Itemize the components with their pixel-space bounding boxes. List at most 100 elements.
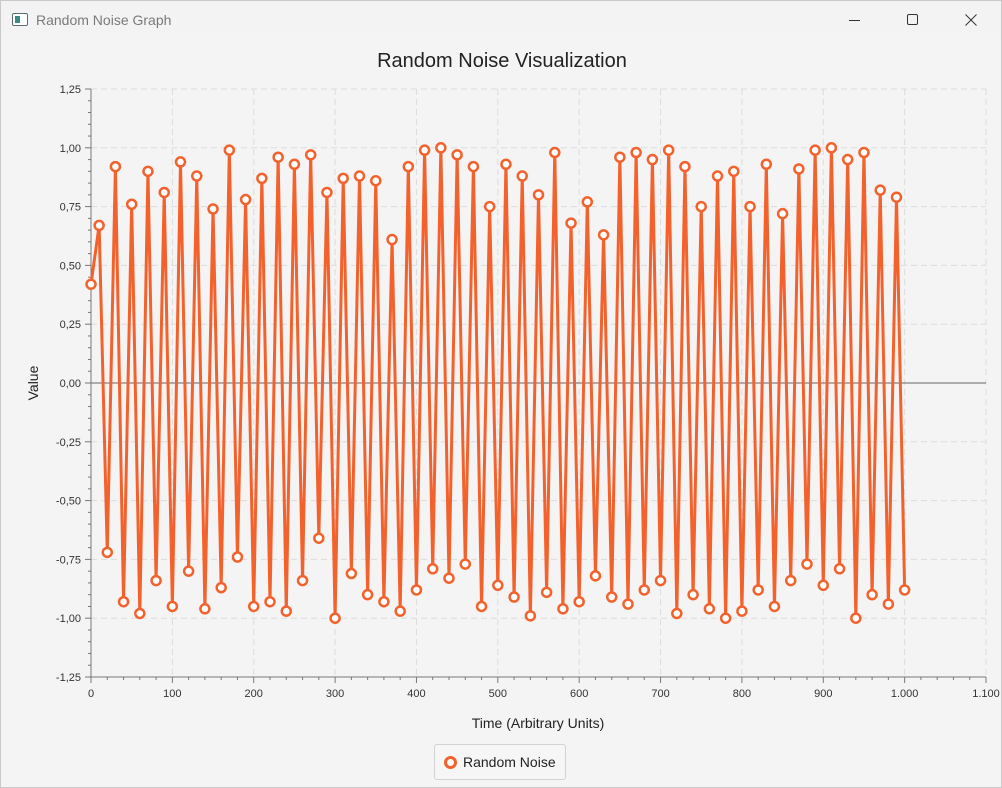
x-axis-label: Time (Arbitrary Units) [472, 715, 605, 731]
data-point [638, 584, 651, 596]
legend-label: Random Noise [463, 754, 556, 770]
y-tick-label: -1,00 [56, 613, 81, 625]
x-tick-label: 600 [570, 688, 588, 700]
data-point [662, 144, 675, 156]
data-point [199, 603, 211, 615]
y-tick-label: 0,75 [60, 202, 81, 214]
data-point [703, 603, 716, 615]
data-point [605, 591, 618, 603]
data-point [264, 595, 276, 608]
data-point [134, 607, 146, 620]
data-point [793, 163, 805, 175]
y-axis-label: Value [25, 365, 41, 400]
data-point [117, 595, 130, 608]
data-point [516, 170, 528, 182]
data-point [101, 546, 114, 559]
y-tick-label: -0,25 [56, 437, 81, 449]
data-point [443, 572, 455, 584]
data-point [858, 146, 870, 159]
y-tick-label: -0,75 [56, 554, 81, 566]
data-point [223, 144, 236, 156]
x-tick-label: 300 [326, 688, 344, 700]
title-bar[interactable]: Random Noise Graph [1, 1, 1001, 39]
data-point [329, 612, 341, 624]
data-point [841, 153, 854, 166]
data-point [304, 149, 317, 161]
data-point [353, 170, 366, 182]
legend-marker-icon [444, 756, 457, 769]
data-point [630, 146, 642, 159]
data-point [744, 200, 756, 213]
data-point [687, 588, 699, 601]
data-point [378, 595, 390, 608]
data-point [125, 198, 138, 210]
data-point [296, 574, 309, 587]
app-icon [12, 13, 28, 26]
y-tick-label: 1,00 [60, 143, 81, 155]
data-point [524, 610, 537, 622]
data-point [817, 579, 830, 592]
y-tick-label: 1,25 [60, 84, 81, 96]
data-point [825, 142, 838, 154]
x-tick-label: 100 [163, 688, 181, 700]
data-point [280, 605, 293, 617]
data-point [500, 158, 512, 171]
maximize-icon [907, 14, 918, 25]
close-icon [965, 14, 977, 26]
data-point [654, 574, 667, 587]
data-point [150, 574, 162, 587]
data-point [313, 532, 325, 544]
data-point [508, 591, 520, 603]
data-point [272, 151, 284, 163]
y-tick-label: 0,25 [60, 319, 81, 331]
data-point [215, 581, 227, 594]
data-point [882, 598, 895, 610]
data-point [337, 172, 349, 185]
data-point [784, 574, 797, 587]
data-point [142, 165, 154, 178]
data-point [231, 551, 244, 563]
minimize-icon [849, 20, 860, 21]
data-point [597, 229, 610, 241]
data-point [247, 600, 260, 613]
data-point [345, 567, 358, 580]
data-point [711, 170, 724, 182]
data-point [719, 612, 732, 624]
data-point [386, 233, 398, 246]
data-point [207, 203, 219, 215]
x-tick-label: 1.100 [972, 688, 1000, 700]
data-point [402, 160, 415, 173]
data-point [752, 584, 764, 596]
maximize-button[interactable] [884, 1, 942, 39]
data-point [239, 193, 252, 206]
data-point [565, 217, 577, 229]
data-point [874, 184, 886, 196]
x-tick-label: 800 [733, 688, 751, 700]
data-point [459, 558, 472, 570]
data-point [361, 588, 374, 601]
data-point [801, 558, 813, 570]
data-point [736, 605, 748, 617]
data-point [394, 605, 406, 617]
y-tick-label: 0,00 [60, 378, 81, 390]
data-point [435, 142, 447, 154]
data-point [182, 565, 195, 577]
data-point [581, 196, 594, 208]
minimize-button[interactable] [826, 1, 884, 39]
window-title: Random Noise Graph [36, 12, 172, 28]
y-tick-label: 0,50 [60, 260, 81, 272]
chart-title: Random Noise Visualization [377, 50, 627, 72]
data-point [557, 603, 569, 615]
data-point [589, 570, 602, 582]
data-point [410, 584, 423, 596]
data-point [109, 160, 122, 173]
data-point [898, 584, 911, 596]
data-point [776, 207, 789, 220]
close-button[interactable] [942, 1, 1000, 39]
data-point [622, 598, 634, 610]
chart-axes: 1,25 1,00 0,75 0,50 0,25 0,00 -0,25 -0,50 -0,75 -… [56, 84, 1000, 700]
data-point [573, 595, 585, 608]
data-point [695, 200, 707, 213]
y-tick-label: -1,25 [56, 672, 81, 684]
